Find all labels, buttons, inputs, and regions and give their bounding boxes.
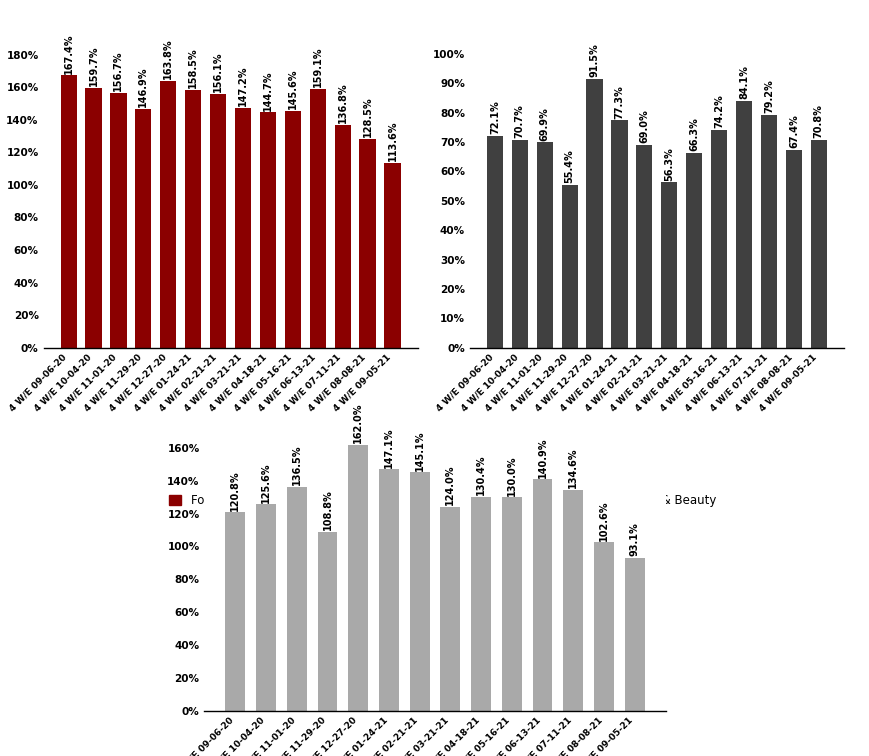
Text: 84.1%: 84.1% (738, 65, 748, 99)
Text: 147.2%: 147.2% (238, 66, 248, 107)
Text: 120.8%: 120.8% (230, 470, 240, 511)
Bar (409, 472, 429, 711)
Bar (235, 108, 251, 348)
Text: 162.0%: 162.0% (353, 402, 363, 443)
Bar (185, 90, 201, 348)
Text: 93.1%: 93.1% (629, 522, 639, 556)
Text: 147.1%: 147.1% (383, 427, 394, 467)
Bar (379, 469, 399, 711)
Bar (260, 112, 275, 348)
Bar (284, 110, 301, 348)
Text: 159.1%: 159.1% (312, 47, 322, 87)
Bar (359, 138, 375, 348)
Bar (710, 129, 726, 348)
Bar (624, 558, 644, 711)
Text: 70.8%: 70.8% (813, 104, 823, 138)
Bar (660, 182, 677, 348)
Bar (785, 150, 801, 348)
Bar (611, 120, 627, 348)
Bar (470, 497, 490, 711)
Bar (735, 101, 752, 348)
Bar (287, 487, 307, 711)
Text: 55.4%: 55.4% (564, 150, 574, 184)
Text: 66.3%: 66.3% (688, 118, 699, 151)
Bar (335, 125, 350, 348)
Text: 113.6%: 113.6% (387, 121, 397, 161)
Bar (532, 479, 552, 711)
Text: 70.7%: 70.7% (514, 104, 524, 138)
Bar (511, 140, 527, 348)
Text: 130.4%: 130.4% (475, 454, 486, 495)
Text: 145.1%: 145.1% (415, 430, 424, 471)
Bar (487, 136, 502, 348)
Bar (85, 88, 102, 348)
Bar (440, 507, 460, 711)
Text: 72.1%: 72.1% (489, 101, 500, 135)
Text: 159.7%: 159.7% (89, 45, 98, 86)
Text: 56.3%: 56.3% (664, 147, 673, 181)
Bar (61, 75, 76, 348)
Text: 125.6%: 125.6% (261, 463, 271, 503)
Bar (384, 163, 400, 348)
Text: 108.8%: 108.8% (322, 490, 332, 531)
Text: 69.0%: 69.0% (639, 110, 648, 144)
Bar (225, 513, 245, 711)
Bar (562, 490, 582, 711)
Text: 144.7%: 144.7% (262, 70, 273, 110)
Bar (561, 185, 577, 348)
Text: 134.6%: 134.6% (567, 448, 578, 488)
Bar (255, 504, 275, 711)
Legend: Health & Beauty: Health & Beauty (597, 494, 715, 507)
Text: 130.0%: 130.0% (506, 455, 516, 496)
Bar (586, 79, 602, 348)
Text: 140.9%: 140.9% (537, 437, 547, 478)
Bar (309, 88, 326, 348)
Legend: Food & Beverage: Food & Beverage (169, 494, 291, 507)
Bar (110, 92, 126, 348)
Text: 167.4%: 167.4% (63, 33, 74, 73)
Bar (348, 445, 368, 711)
Text: 69.9%: 69.9% (539, 107, 549, 141)
Bar (810, 140, 826, 348)
Text: 91.5%: 91.5% (589, 44, 599, 77)
Text: 67.4%: 67.4% (788, 114, 798, 148)
Bar (594, 542, 614, 711)
Bar (760, 115, 776, 348)
Bar (135, 109, 151, 348)
Text: 124.0%: 124.0% (445, 465, 454, 506)
Text: 79.2%: 79.2% (763, 79, 773, 113)
Text: 74.2%: 74.2% (713, 94, 723, 129)
Text: 163.8%: 163.8% (163, 39, 173, 79)
Text: 128.5%: 128.5% (362, 96, 372, 137)
Text: 102.6%: 102.6% (598, 500, 608, 541)
Text: 145.6%: 145.6% (288, 69, 297, 109)
Text: 136.5%: 136.5% (291, 445, 302, 485)
Text: 156.1%: 156.1% (213, 51, 222, 92)
Text: 156.7%: 156.7% (113, 51, 123, 91)
Bar (635, 145, 652, 348)
Text: 136.8%: 136.8% (337, 82, 348, 123)
Text: 146.9%: 146.9% (138, 67, 149, 107)
Bar (317, 532, 337, 711)
Text: 77.3%: 77.3% (614, 85, 624, 119)
Bar (536, 142, 552, 348)
Bar (160, 81, 176, 348)
Bar (686, 153, 701, 348)
Text: 158.5%: 158.5% (188, 48, 198, 88)
Bar (501, 497, 521, 711)
Bar (209, 94, 226, 348)
